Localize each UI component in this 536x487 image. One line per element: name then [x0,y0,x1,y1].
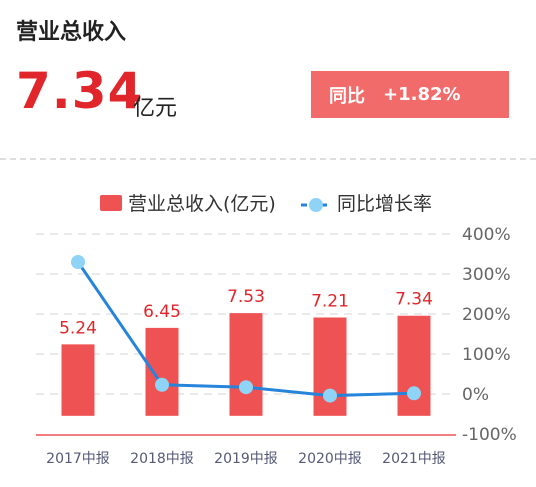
y-axis-right-ticks: 400% 300% 200% 100% 0% -100% [462,225,517,445]
x-tick-label: 2020中报 [298,451,362,467]
x-tick-label: 2021中报 [382,451,446,467]
bar-value-label: 6.45 [143,302,181,322]
legend-point-growth [309,198,323,212]
growth-point [407,386,421,401]
bar-value-label: 5.24 [59,318,97,338]
bar-series: 5.24 6.45 7.53 7.21 7.34 [36,287,456,436]
legend-label-growth: 同比增长率 [337,193,432,215]
yoy-badge: 同比 +1.82% [311,71,509,118]
y-tick-label: 400% [462,225,511,245]
bar [61,344,95,416]
revenue-value: 7.34 [16,62,144,120]
y-tick-label: 0% [462,385,489,405]
yoy-label: 同比 [329,85,365,107]
growth-point [323,388,337,403]
growth-point [155,377,169,392]
page-title: 营业总收入 [16,20,127,45]
bar [397,315,431,416]
legend-label-revenue: 营业总收入(亿元) [128,193,276,215]
x-tick-label: 2018中报 [130,451,194,467]
growth-point [71,255,85,269]
growth-line-series [71,255,421,403]
growth-point [239,380,253,395]
yoy-value: +1.82% [383,84,461,105]
x-tick-label: 2019中报 [214,451,278,467]
bar-value-label: 7.34 [395,290,433,310]
bar [229,313,263,416]
y-tick-label: -100% [462,425,517,445]
bar-value-label: 7.21 [311,291,349,311]
bar [145,327,179,416]
legend-swatch-revenue [100,195,122,211]
x-tick-label: 2017中报 [46,451,110,467]
y-tick-label: 100% [462,345,511,365]
y-tick-label: 200% [462,305,511,325]
revenue-unit: 亿元 [133,96,178,121]
chart-legend: 营业总收入(亿元) 同比增长率 [100,193,432,215]
section-divider [0,158,536,160]
x-axis-ticks: 2017中报 2018中报 2019中报 2020中报 2021中报 [46,451,446,467]
y-tick-label: 300% [462,265,511,285]
bar-value-label: 7.53 [227,287,265,307]
